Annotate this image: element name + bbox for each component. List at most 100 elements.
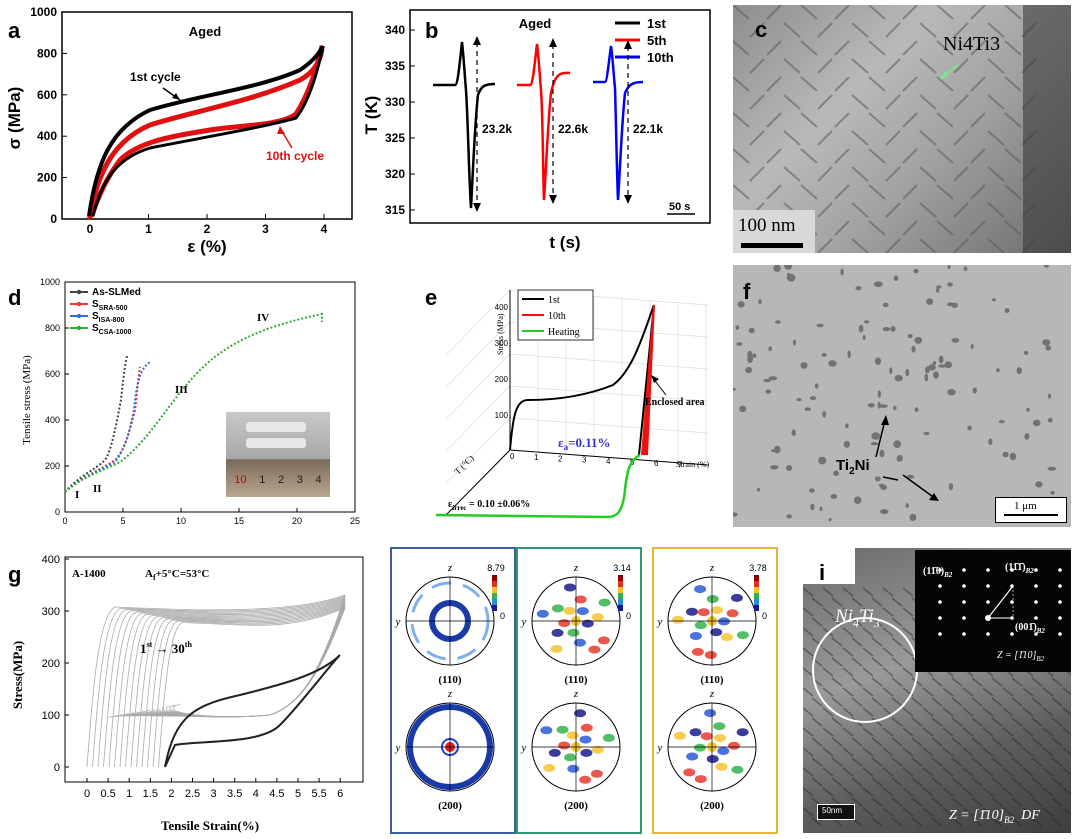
panel-b-ylabel: T (K) xyxy=(365,96,381,135)
panel-d-ruler-10: 10 xyxy=(234,474,247,486)
panel-g-label: g xyxy=(8,562,22,587)
panel-g-cycle-loop xyxy=(147,605,346,768)
panel-d-ytick: 600 xyxy=(45,369,60,379)
panel-h-plane-label: (200) xyxy=(564,800,588,812)
panel-g-xtick: 1 xyxy=(126,788,132,800)
panel-g-cycle-loop xyxy=(158,607,346,768)
panel-d-xtick: 15 xyxy=(234,516,244,526)
panel-a-chart: 0 200 400 600 800 1000 0 1 2 3 4 Aged σ (MPa) ε (… xyxy=(5,5,353,256)
panel-g-ytick: 300 xyxy=(42,606,60,618)
panel-d-curve-isa800 xyxy=(64,361,151,493)
panel-g-cycle-loop xyxy=(152,606,346,768)
panel-d-ytick: 200 xyxy=(45,461,60,471)
panel-h-colorbar xyxy=(618,575,623,611)
panel-g-xtick: 1.5 xyxy=(143,788,158,800)
panel-a-ytick: 0 xyxy=(50,212,57,226)
panel-g-xtick: 3.5 xyxy=(227,788,242,800)
panel-a-1st-cycle-unload xyxy=(91,45,325,217)
panel-a-xtick: 3 xyxy=(262,222,269,236)
panel-g-cycle-loop xyxy=(130,602,346,768)
panel-f-sem-image: f Ti2Ni 1 μm xyxy=(733,265,1071,527)
panel-e-curve-heating xyxy=(435,453,641,519)
panel-g-ytick: 100 xyxy=(42,710,60,722)
panel-a-xtick: 2 xyxy=(204,222,211,236)
panel-h-min: 0 xyxy=(626,611,631,621)
panel-f-label: f xyxy=(743,279,751,304)
panel-b-trace-5th xyxy=(517,43,571,201)
panel-d-ytick: 400 xyxy=(45,415,60,425)
panel-h-min: 0 xyxy=(500,611,505,621)
panel-g-cycle-loop xyxy=(108,598,346,768)
panel-d-ruler-1: 1 xyxy=(259,474,266,486)
panel-h-plane-label: (110) xyxy=(700,674,724,686)
panel-d-ytick: 800 xyxy=(45,323,60,333)
panel-e-eps-irrec: εirrec = 0.10 ±0.06% xyxy=(448,499,530,512)
panel-i-label: i xyxy=(819,560,826,585)
panel-d-ruler-4: 4 xyxy=(315,474,322,486)
panel-d-ruler-2: 2 xyxy=(277,474,285,486)
panel-i-saed-spot-3: (001̄)B2 xyxy=(1015,622,1045,635)
panel-g-af: Af+5°C=53°C xyxy=(145,568,209,582)
panel-g-xtick: 2.5 xyxy=(185,788,200,800)
panel-g-cycle-loop xyxy=(114,599,346,768)
panel-e-legend-1st: 1st xyxy=(548,295,560,306)
panel-a-ytick: 1000 xyxy=(30,5,57,19)
panel-h-axis-y: y xyxy=(395,742,401,754)
panel-g-xtick: 2 xyxy=(168,788,174,800)
panel-d-specimen-photo: 10 1 2 3 4 xyxy=(226,412,330,497)
panel-h-axis-y: y xyxy=(395,616,401,628)
panel-g-cycle-loop xyxy=(136,603,346,768)
panel-b-ytick: 320 xyxy=(385,167,405,181)
panel-c-scalebar-text: 100 nm xyxy=(738,215,796,236)
panel-e-xtick: 6 xyxy=(654,459,659,468)
panel-b-legend-5th: 5th xyxy=(647,33,667,48)
panel-e-legend-10th: 10th xyxy=(548,311,566,322)
panel-i-saed-spot-1: (11̄0)B2 xyxy=(923,566,953,579)
panel-a-ytick: 600 xyxy=(37,88,57,102)
panel-f-scalebar-box: 1 μm xyxy=(995,497,1067,523)
panel-d-ytick: 1000 xyxy=(40,277,60,287)
panel-g-ytick: 400 xyxy=(42,554,60,566)
panel-e-xtick: 3 xyxy=(582,456,587,465)
panel-h-pole-figure-frame: z y (110) z y (200) 8.79 0 xyxy=(390,547,516,834)
panel-d-stage-3: III xyxy=(175,384,188,396)
panel-e-xtick: 0 xyxy=(510,452,515,461)
panel-a-annot-10th: 10th cycle xyxy=(266,149,324,163)
panel-h-axis-y: y xyxy=(521,742,527,754)
panel-c-tem-image: c Ni4Ti3 100 nm xyxy=(733,5,1071,253)
panel-h-min: 0 xyxy=(762,611,767,621)
panel-g-xtick: 0 xyxy=(84,788,90,800)
panel-a-xtick: 0 xyxy=(87,222,94,236)
panel-e-ztick: 400 xyxy=(495,303,509,312)
panel-h-max: 3.78 xyxy=(749,563,767,573)
panel-d-xtick: 0 xyxy=(62,516,67,526)
panel-a-xtick: 4 xyxy=(321,222,328,236)
panel-b-ytick: 340 xyxy=(385,23,405,37)
panel-h-colorbar xyxy=(492,575,497,611)
panel-e-xtick: 2 xyxy=(558,454,563,463)
panel-d-curve-sra500 xyxy=(64,366,141,493)
panel-g-cycle-loop xyxy=(103,597,346,768)
panel-h-max: 8.79 xyxy=(487,563,505,573)
panel-e-zlabel: Stress (MPa) xyxy=(496,313,505,355)
panel-b-xlabel: t (s) xyxy=(549,233,580,252)
panel-h-colorbar xyxy=(754,575,759,611)
panel-e-ztick: 300 xyxy=(495,339,509,348)
panel-d-label: d xyxy=(8,285,22,310)
panel-c-annot: Ni4Ti3 xyxy=(943,33,1001,55)
panel-g-xtick: 0.5 xyxy=(100,788,115,800)
panel-d-legend-item: SISA-800 xyxy=(92,311,124,324)
panel-g-ylabel: Stress(MPa) xyxy=(10,641,25,709)
panel-b-delta-5th: 22.6k xyxy=(558,122,588,136)
panel-d-legend-item: SCSA-1000 xyxy=(92,323,131,336)
panel-d-xtick: 5 xyxy=(120,516,125,526)
panel-h-plane-label: (110) xyxy=(438,674,462,686)
panel-e-ztick: 100 xyxy=(495,411,509,420)
panel-a-annot-1st: 1st cycle xyxy=(130,70,181,84)
panel-a-ytick: 200 xyxy=(37,171,57,185)
panel-b-legend-10th: 10th xyxy=(647,50,674,65)
panel-i-label-bg xyxy=(803,548,855,584)
panel-g-ytick: 0 xyxy=(54,762,60,774)
